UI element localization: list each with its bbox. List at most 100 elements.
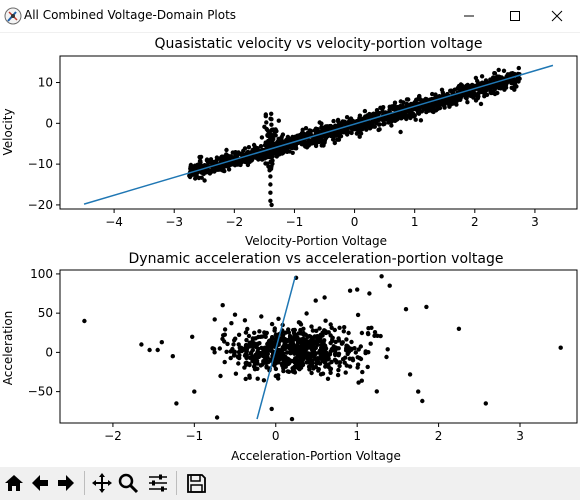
data-point	[255, 146, 260, 151]
data-point	[330, 338, 335, 344]
data-point	[430, 104, 435, 110]
pan-button[interactable]	[90, 471, 114, 495]
x-tick-label: −1	[286, 215, 304, 229]
data-point	[314, 328, 319, 333]
data-point	[159, 340, 164, 345]
axes-bottom-fit-line	[256, 276, 297, 420]
data-point	[320, 138, 326, 144]
data-point	[363, 349, 368, 354]
app-icon[interactable]	[3, 6, 23, 26]
axes-top-title: Quasistatic velocity vs velocity-portion…	[154, 36, 482, 52]
data-point	[501, 68, 507, 74]
data-point	[259, 345, 264, 351]
data-point	[330, 137, 336, 142]
data-point	[389, 123, 394, 128]
data-point	[312, 334, 317, 339]
data-point	[320, 371, 326, 376]
minimize-icon	[464, 15, 474, 17]
close-icon	[551, 10, 563, 22]
data-point	[312, 352, 318, 357]
data-point	[243, 330, 249, 335]
data-point	[437, 102, 443, 107]
data-point	[260, 334, 265, 339]
minimize-button[interactable]	[446, 0, 492, 32]
data-point	[252, 330, 257, 335]
data-point	[232, 150, 238, 156]
data-point	[464, 92, 469, 98]
figure-canvas[interactable]: Quasistatic velocity vs velocity-portion…	[0, 32, 580, 467]
data-point	[336, 129, 342, 134]
data-point	[300, 361, 306, 367]
data-point	[293, 359, 299, 365]
data-point	[246, 160, 251, 165]
data-point	[355, 312, 361, 318]
data-point	[355, 365, 360, 370]
data-point	[408, 115, 413, 121]
data-point	[442, 105, 447, 110]
data-point	[394, 117, 399, 122]
data-point	[339, 341, 345, 346]
data-point	[269, 406, 274, 412]
data-point	[139, 342, 144, 347]
data-point	[332, 140, 337, 146]
data-point	[272, 129, 277, 134]
zoom-button[interactable]	[116, 471, 140, 495]
y-tick-label: 0	[45, 116, 53, 130]
x-tick-label: 3	[531, 215, 539, 229]
data-point	[199, 175, 204, 180]
data-point	[468, 83, 474, 89]
forward-button[interactable]	[54, 471, 78, 495]
x-tick-label: 0	[351, 215, 359, 229]
data-point	[407, 372, 413, 377]
back-button[interactable]	[28, 471, 52, 495]
save-button[interactable]	[184, 471, 208, 495]
data-point	[273, 133, 278, 138]
data-point	[275, 355, 280, 360]
data-point	[359, 124, 365, 129]
home-icon	[5, 475, 23, 491]
data-point	[297, 133, 302, 138]
data-point	[224, 152, 229, 157]
data-point	[356, 129, 361, 135]
data-point	[335, 137, 340, 142]
data-point	[303, 126, 309, 131]
data-point	[343, 370, 348, 375]
data-point	[458, 82, 464, 87]
configure-subplots-button[interactable]	[146, 471, 170, 495]
data-point	[450, 90, 455, 95]
data-point	[283, 361, 288, 367]
axes-top-ylabel: Velocity	[1, 108, 15, 155]
data-point	[323, 344, 328, 350]
data-point	[398, 129, 403, 135]
data-point	[280, 132, 286, 137]
data-point	[349, 339, 354, 345]
data-point	[242, 365, 247, 370]
data-point	[359, 330, 365, 336]
data-point	[305, 351, 310, 357]
data-point	[222, 168, 227, 174]
data-point	[307, 367, 312, 372]
data-point	[243, 376, 248, 382]
data-point	[401, 100, 406, 105]
data-point	[317, 326, 322, 331]
data-point	[255, 376, 260, 381]
axes-bottom-yticks: −50 0 50 100	[28, 267, 60, 399]
data-point	[244, 355, 249, 361]
close-button[interactable]	[534, 0, 580, 32]
data-point	[197, 154, 202, 160]
data-point	[247, 156, 252, 162]
home-button[interactable]	[2, 471, 26, 495]
data-point	[467, 92, 473, 97]
data-point	[465, 100, 470, 105]
data-point	[415, 96, 421, 102]
maximize-button[interactable]	[492, 0, 538, 32]
data-point	[276, 118, 281, 123]
axes-bottom-ylabel: Acceleration	[1, 311, 15, 386]
data-point	[459, 87, 464, 93]
data-point	[492, 71, 497, 76]
data-point	[321, 354, 326, 360]
data-point	[483, 401, 488, 406]
axes-bottom-xlabel: Acceleration-Portion Voltage	[231, 449, 401, 463]
data-point	[269, 153, 275, 158]
data-point	[268, 190, 273, 195]
